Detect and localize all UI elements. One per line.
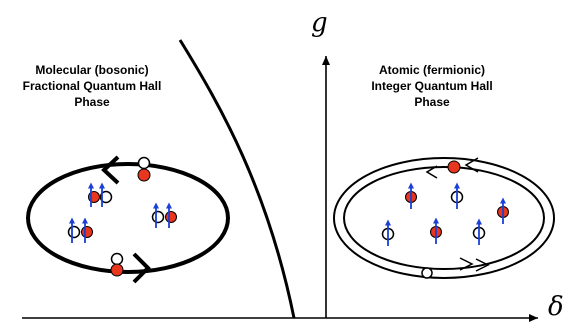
molecular-phase-label: Molecular (bosonic) Fractional Quantum H… xyxy=(0,62,184,110)
edge-arrow-top-icon xyxy=(101,155,120,185)
phase-boundary-curve xyxy=(178,39,296,319)
atom xyxy=(450,182,464,209)
g-axis-label: g xyxy=(311,8,328,38)
molecular-droplet xyxy=(26,155,230,284)
edge-atom-top xyxy=(447,160,461,174)
phase-label-line: Atomic (fermionic) xyxy=(378,63,485,77)
molecule xyxy=(151,202,177,228)
atom xyxy=(497,197,509,224)
phase-label-line: Phase xyxy=(74,95,110,109)
edge-arrow-bottom-icon xyxy=(132,252,151,284)
phase-label-line: Phase xyxy=(414,95,450,109)
edge-atom-bottom xyxy=(421,267,433,279)
molecule xyxy=(67,217,93,243)
atomic-droplet-inner-edge xyxy=(343,166,545,270)
edge-arrow-bottom-icon xyxy=(475,258,490,272)
delta-axis-label: δ xyxy=(548,292,564,322)
edge-molecule-bottom xyxy=(110,252,124,277)
atom xyxy=(430,217,442,244)
molecular-droplet-edge xyxy=(26,162,230,274)
atom xyxy=(381,219,395,246)
edge-arrow-top-icon xyxy=(464,157,479,173)
edge-molecule-top xyxy=(137,156,151,182)
atomic-phase-label: Atomic (fermionic) Integer Quantum Hall … xyxy=(350,62,514,110)
atomic-droplet-outer-edge xyxy=(333,157,555,279)
phase-label-line: Integer Quantum Hall xyxy=(371,79,493,93)
atomic-droplet xyxy=(333,157,555,279)
phase-label-line: Molecular (bosonic) xyxy=(35,63,149,77)
phase-label-line: Fractional Quantum Hall xyxy=(22,79,162,93)
edge-arrow-top-icon xyxy=(425,165,438,179)
edge-arrow-bottom-icon xyxy=(459,257,474,271)
atom xyxy=(405,182,417,209)
atom xyxy=(472,218,486,245)
molecule xyxy=(88,182,113,207)
